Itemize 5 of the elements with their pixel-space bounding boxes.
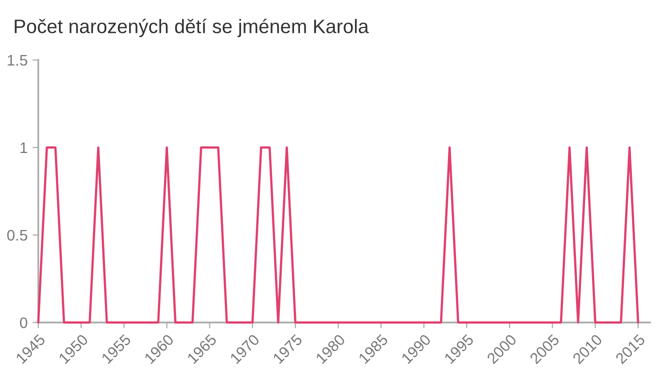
y-tick-label: 0.5 <box>7 230 28 241</box>
y-tick-label: 0 <box>20 317 28 328</box>
y-tick-label: 1 <box>20 142 28 154</box>
y-tick-label: 1.5 <box>8 55 28 66</box>
chart-title: Počet narozených dětí se jménem Karola <box>14 18 369 38</box>
